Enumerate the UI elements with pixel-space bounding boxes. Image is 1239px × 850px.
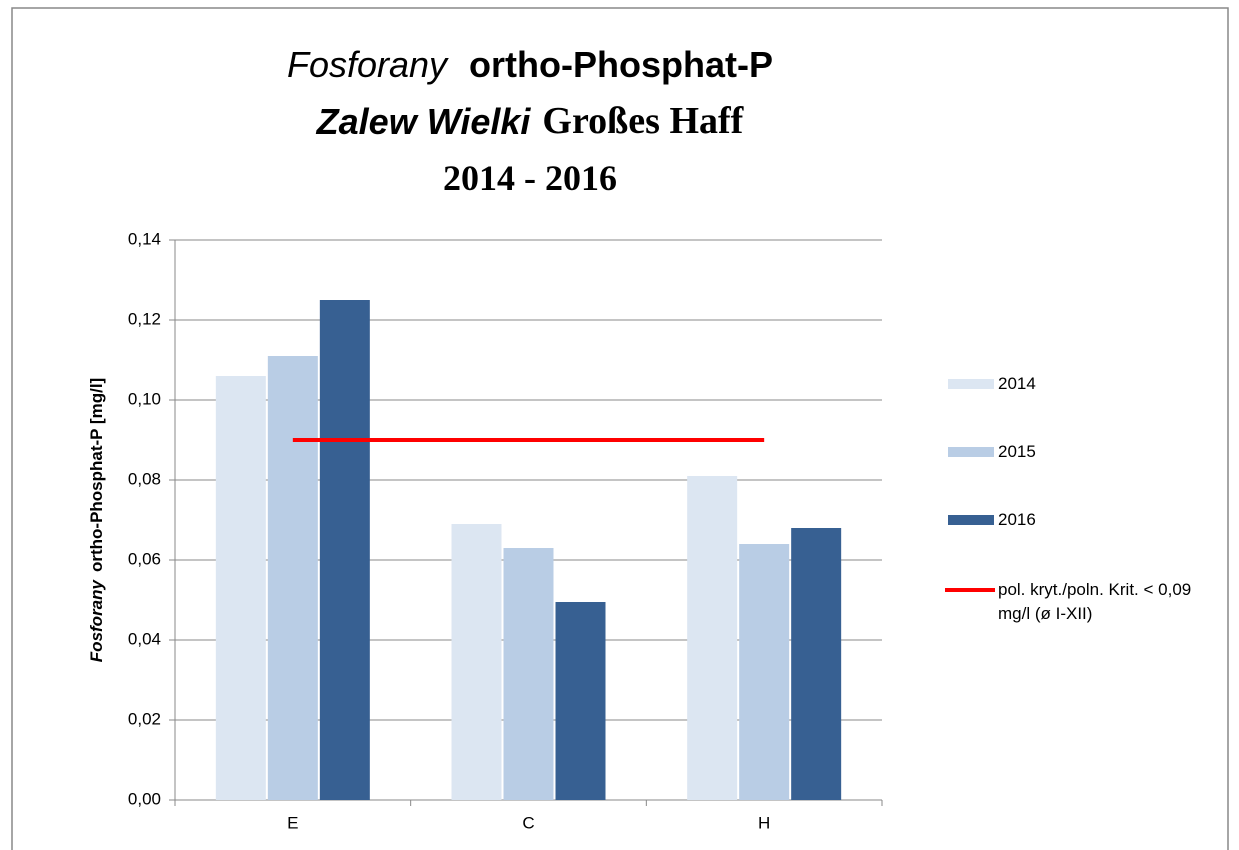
legend-item: 2016 [998, 510, 1036, 529]
bar [555, 602, 606, 800]
legend-swatch [948, 379, 994, 389]
title-part: Zalew Wielki [316, 101, 532, 142]
y-tick-label: 0,00 [128, 789, 161, 808]
y-label-part: ortho-Phosphat-P [mg/l] [87, 378, 106, 572]
y-axis-label: Fosforany ortho-Phosphat-P [mg/l] [87, 378, 106, 662]
bar [267, 356, 318, 800]
bar [215, 376, 266, 800]
legend-swatch [948, 515, 994, 525]
bar [739, 544, 790, 800]
legend-item: pol. kryt./poln. Krit. < 0,09 mg/l (ø I-… [998, 580, 1192, 623]
bar [687, 476, 738, 800]
legend-label: 2015 [998, 442, 1036, 461]
bar [451, 524, 502, 800]
legend-label: 2016 [998, 510, 1036, 529]
x-tick-label: C [522, 813, 534, 832]
legend-item: 2014 [998, 374, 1036, 393]
bar [503, 548, 554, 800]
y-tick-label: 0,06 [128, 549, 161, 568]
chart-title-line: 2014 - 2016 [443, 158, 617, 198]
bar [791, 528, 842, 800]
title-part: ortho-Phosphat-P [469, 44, 773, 85]
title-part: 2014 - 2016 [443, 158, 617, 198]
chart-frame [11, 7, 1229, 850]
y-label-part: Fosforany [87, 578, 106, 662]
legend-item: 2015 [998, 442, 1036, 461]
y-tick-label: 0,02 [128, 709, 161, 728]
x-tick-label: H [758, 813, 770, 832]
chart-title-line: Zalew Wielki Großes Haff [316, 100, 745, 142]
y-tick-label: 0,10 [128, 389, 161, 408]
chart-title-line: Fosforany ortho-Phosphat-P [287, 44, 773, 85]
bar [319, 300, 370, 800]
y-tick-label: 0,14 [128, 229, 161, 248]
y-tick-label: 0,04 [128, 629, 161, 648]
title-part: Großes Haff [542, 100, 744, 142]
y-tick-label: 0,12 [128, 309, 161, 328]
x-tick-label: E [287, 813, 298, 832]
legend-label: pol. kryt./poln. Krit. < 0,09 mg/l (ø I-… [998, 580, 1192, 623]
legend-label: 2014 [998, 374, 1036, 393]
title-part: Fosforany [287, 44, 449, 85]
y-tick-label: 0,08 [128, 469, 161, 488]
legend-swatch [948, 447, 994, 457]
